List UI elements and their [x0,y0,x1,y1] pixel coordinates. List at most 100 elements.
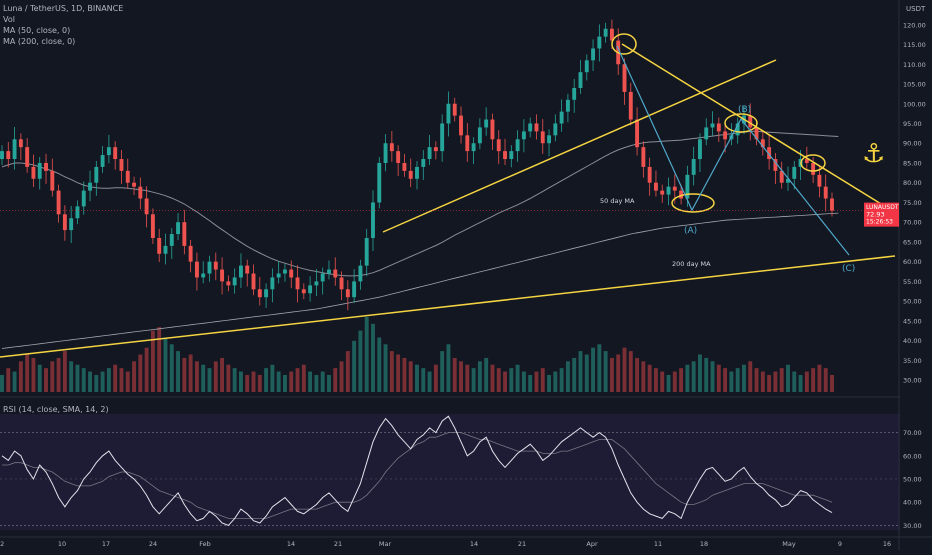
volume-bar [641,361,646,392]
price-tick-label: 50.00 [903,298,922,306]
ma200-legend[interactable]: MA (200, close, 0) [3,37,76,46]
descending-trendline[interactable] [621,43,887,208]
volume-bar [672,371,677,392]
wave-b-ellipse[interactable] [724,113,758,133]
wave-a-label: (A) [684,226,697,236]
volume-bar [597,344,602,392]
volume-bar [238,371,243,392]
candle-body [238,265,243,278]
date-tick-label: May [782,540,796,548]
candle-body [534,123,539,132]
small-top-ellipse[interactable] [800,154,826,172]
price-tick-label: 55.00 [903,278,922,286]
volume-bar [666,374,671,392]
volume-bar [377,337,382,392]
candle-body [106,147,111,156]
upper-trendline-rising[interactable] [382,59,777,233]
volume-bar [44,368,48,392]
volume-bar [484,357,489,392]
badge-background [864,202,899,227]
candle-body [641,147,646,167]
candle-body [565,99,570,112]
volume-bar [742,364,746,392]
date-tick-label: 18 [700,540,708,548]
candle-body [723,131,728,140]
volume-bar [591,347,596,392]
volume-bar [138,354,143,392]
volume-bar [157,327,162,392]
volume-bar [220,357,225,392]
price-axis[interactable]: 120.00 115.00 110.00 105.00 100.00 95.00 90.00… [903,21,926,530]
volume-bar [257,374,262,392]
trend-drawings[interactable]: (A) (B) (C) 50 day MA 200 day MA ⚓ [0,33,896,358]
price-tick-label: 70.00 [903,219,922,227]
candle-body [37,162,42,179]
volume-bar [704,357,709,392]
volume-bar [647,364,652,392]
wave-a-ellipse[interactable] [671,193,715,213]
date-tick-label: 9 [838,540,842,548]
candle-body [691,159,696,175]
top-ellipse[interactable] [611,33,637,55]
elliott-wave-path[interactable] [616,45,850,256]
candle-body [609,28,614,41]
volume-bar [352,340,357,392]
candle-body [276,273,281,278]
ma50-legend[interactable]: MA (50, close, 0) [3,26,71,35]
volume-bar [308,371,313,392]
candle-body [270,277,275,290]
volume-bar [31,357,36,392]
date-tick-label: Mar [379,540,392,548]
volume-bar [421,368,426,392]
volume-bar [100,371,105,392]
volume-bar [339,361,344,392]
rsi-legend[interactable]: RSI (14, close, SMA, 14, 2) [3,405,109,414]
candle-body [685,174,690,199]
volume-bar [188,354,193,392]
candle-body [572,87,577,100]
volume-bar [729,371,734,392]
candle-body [408,170,413,179]
candle-body [352,281,357,298]
candle-body [44,162,48,171]
candle-body [521,131,526,140]
candle-body [792,166,797,179]
candle-body [0,151,4,160]
volume-bar [119,368,124,392]
volume-bar [798,374,803,392]
volume-bar [685,364,690,392]
volume-bar [515,364,520,392]
volume-bar [509,368,514,392]
price-tick-label: 100.00 [903,100,926,108]
candle-body [748,115,753,128]
volume-bar [333,368,338,392]
candle-body [760,139,765,148]
volume-bar [521,371,526,392]
volume-legend[interactable]: Vol [3,15,15,24]
volume-bar [446,344,451,392]
candle-body [371,202,375,238]
lower-trendline-support[interactable] [0,255,896,358]
volume-bar [823,368,828,392]
volume-bar [804,371,809,392]
candle-body [735,123,740,136]
candle-body [496,139,501,152]
candle-body [515,139,520,152]
time-axis[interactable]: 2022 10 17 24 Feb 14 21 Mar 14 21 Apr 11 18 May 9 16 [0,540,891,548]
candle-body [830,198,834,211]
volume-bar [232,368,237,392]
candle-body [295,277,300,290]
volume-bar [56,357,61,392]
candle-body [226,281,231,286]
volume-bar [169,344,174,392]
candle-body [220,269,225,282]
candle-body [471,143,476,152]
candle-body [264,289,269,298]
candle-body [578,72,583,88]
volume-bar [383,344,388,392]
volume-bar [283,374,287,392]
volume-bar [691,361,696,392]
symbol-legend[interactable]: Luna / TetherUS, 1D, BINANCE [3,4,124,13]
